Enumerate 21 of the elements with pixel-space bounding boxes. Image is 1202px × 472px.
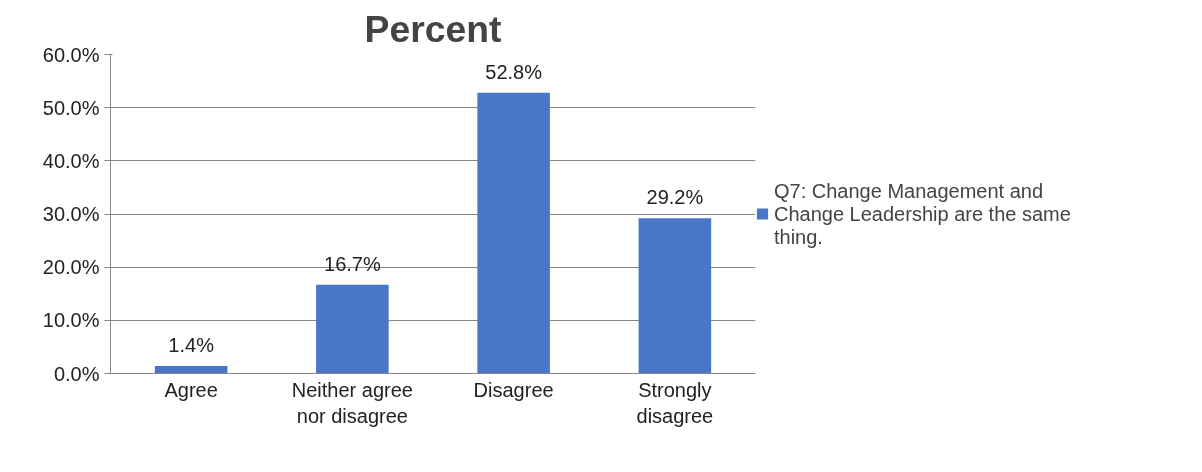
legend-label: Q7: Change Management and Change Leadership are the same thing. [774, 179, 1071, 248]
text: 16.7% [324, 252, 381, 275]
chart-title: Percent [364, 7, 502, 50]
text: 29.2% [646, 186, 704, 209]
x-tick-label: Agree [164, 378, 218, 401]
y-tick-label: 40.0% [42, 149, 100, 172]
y-tick-label: 0.0% [53, 362, 100, 385]
y-tick-label: 10.0% [42, 309, 100, 332]
x-tick-label: Disagree [473, 378, 554, 401]
x-tick-label: Neither agree nor disagree [291, 378, 413, 427]
text: 52.8% [485, 60, 542, 83]
y-tick-label: 30.0% [42, 203, 100, 225]
y-tick-label: 60.0% [42, 43, 100, 66]
y-tick-label: 50.0% [42, 96, 100, 119]
bar [316, 284, 389, 374]
y-tick-label: 20.0% [42, 256, 100, 279]
bar [477, 92, 550, 374]
x-tick-label: Strongly disagree [636, 378, 714, 427]
bar [154, 366, 228, 374]
text: 1.4% [168, 334, 214, 357]
bar [638, 218, 712, 374]
